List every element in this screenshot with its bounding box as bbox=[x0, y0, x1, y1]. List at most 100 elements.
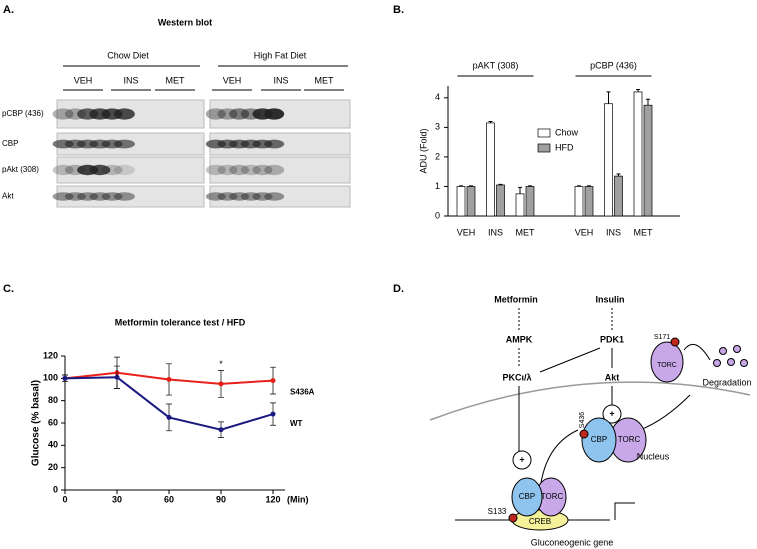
band bbox=[217, 164, 238, 176]
y-tick-label: 40 bbox=[48, 440, 58, 450]
cbp-shape bbox=[511, 477, 543, 517]
blot-panel bbox=[209, 185, 351, 208]
legend-label: Chow bbox=[555, 127, 579, 137]
row-label: pCBP (436) bbox=[2, 109, 44, 118]
marker bbox=[166, 414, 172, 420]
marker bbox=[270, 378, 276, 384]
y-tick-label: 120 bbox=[43, 350, 58, 360]
label: S171 bbox=[654, 334, 670, 341]
marker bbox=[270, 411, 276, 417]
label: Gluconeogenic gene bbox=[531, 537, 614, 547]
phospho-site bbox=[508, 513, 518, 523]
group-label: pAKT (308) bbox=[473, 60, 519, 70]
y-tick-label: 0 bbox=[53, 484, 58, 494]
chart-title: Metformin tolerance test / HFD bbox=[115, 317, 246, 327]
tss-arrow bbox=[614, 502, 635, 520]
label: Degradation bbox=[702, 377, 751, 387]
fragment bbox=[719, 347, 727, 355]
x-tick-label: VEH bbox=[575, 227, 594, 237]
x-tick-label: INS bbox=[488, 227, 503, 237]
band bbox=[240, 192, 261, 201]
legend-swatch bbox=[537, 128, 551, 138]
label: S436 bbox=[579, 412, 586, 428]
band bbox=[113, 192, 135, 201]
row-label: pAkt (308) bbox=[2, 165, 39, 174]
band bbox=[89, 192, 111, 201]
x-tick-label: 60 bbox=[164, 494, 174, 504]
y-tick-label: 60 bbox=[48, 417, 58, 427]
treatment-label: VEH bbox=[74, 75, 93, 85]
plus-circle bbox=[512, 450, 532, 470]
phospho-site bbox=[579, 429, 589, 439]
label: S133 bbox=[488, 507, 507, 516]
y-tick-label: 2 bbox=[435, 151, 440, 161]
x-tick-label: INS bbox=[606, 227, 621, 237]
x-axis-label: (Min) bbox=[287, 494, 309, 504]
label: TORC bbox=[541, 492, 564, 501]
group-label: High Fat Diet bbox=[254, 50, 307, 60]
band bbox=[89, 164, 111, 176]
arrow bbox=[539, 347, 601, 373]
error-bar bbox=[459, 185, 463, 187]
band bbox=[52, 192, 74, 201]
y-tick-label: 20 bbox=[48, 462, 58, 472]
series-label: WT bbox=[290, 419, 303, 428]
legend-label: HFD bbox=[555, 142, 574, 152]
bar bbox=[574, 186, 584, 217]
label: PKCι/λ bbox=[502, 372, 531, 382]
error-bar bbox=[518, 186, 522, 194]
treatment-label: INS bbox=[273, 75, 288, 85]
label: Akt bbox=[605, 372, 620, 382]
band bbox=[113, 108, 135, 120]
label: + bbox=[519, 454, 524, 464]
bar bbox=[614, 175, 623, 217]
band bbox=[101, 164, 123, 176]
panel-letter: C. bbox=[3, 283, 14, 295]
label: Nucleus bbox=[637, 451, 670, 461]
treatment-label: MET bbox=[166, 75, 186, 85]
treatment-label: INS bbox=[123, 75, 138, 85]
band bbox=[264, 164, 285, 176]
treatment-label: MET bbox=[315, 75, 335, 85]
blot-panel bbox=[209, 156, 351, 184]
treatment-label: VEH bbox=[223, 75, 242, 85]
error-bar bbox=[528, 185, 532, 187]
bar bbox=[486, 122, 495, 217]
bar bbox=[456, 186, 466, 217]
y-tick-label: 0 bbox=[435, 210, 440, 220]
error-bar bbox=[488, 120, 493, 123]
panel-letter: D. bbox=[393, 283, 404, 295]
band bbox=[240, 164, 261, 176]
blot-panel bbox=[56, 185, 205, 208]
blots: pCBP (436) CBP pAkt (308) Akt bbox=[2, 99, 351, 208]
x-tick-label: VEH bbox=[457, 227, 476, 237]
band bbox=[113, 164, 135, 176]
label: + bbox=[609, 408, 614, 418]
fragment bbox=[713, 359, 721, 367]
label: TORC bbox=[618, 435, 641, 444]
label: Insulin bbox=[596, 294, 625, 304]
x-tick-label: MET bbox=[634, 227, 654, 237]
band bbox=[64, 192, 86, 201]
y-tick-label: 100 bbox=[43, 373, 58, 383]
band bbox=[205, 164, 226, 176]
bar bbox=[643, 104, 653, 217]
arrow bbox=[639, 394, 691, 431]
label: CBP bbox=[519, 492, 535, 501]
band bbox=[205, 108, 226, 120]
fragment bbox=[740, 359, 748, 367]
fragment bbox=[727, 358, 735, 366]
band bbox=[264, 192, 285, 201]
bar bbox=[633, 91, 643, 217]
group-label: Chow Diet bbox=[107, 50, 149, 60]
y-tick-label: 80 bbox=[48, 395, 58, 405]
band bbox=[77, 192, 99, 201]
y-tick-label: 4 bbox=[435, 92, 440, 102]
band bbox=[205, 192, 226, 201]
band bbox=[252, 164, 273, 176]
band bbox=[52, 108, 74, 120]
bar bbox=[584, 186, 594, 217]
error-bar bbox=[646, 98, 650, 106]
plus-circle bbox=[602, 404, 622, 424]
marker bbox=[166, 376, 172, 382]
